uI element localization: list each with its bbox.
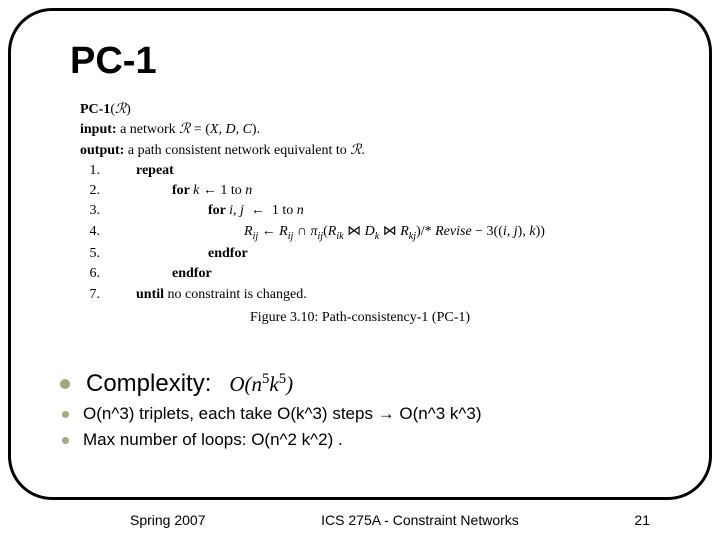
- input-label: input:: [80, 122, 117, 137]
- line-num: 1.: [80, 161, 100, 181]
- bullet-icon: [62, 437, 69, 444]
- algo-line-1: 1. repeat: [80, 161, 640, 181]
- line-num: 4.: [80, 222, 100, 244]
- slide-title: PC-1: [70, 40, 157, 83]
- line-num: 2.: [80, 181, 100, 201]
- bullet-icon: [62, 411, 69, 418]
- bullet-list: Complexity: O(n5k5) O(n^3) triplets, eac…: [60, 370, 660, 456]
- line-num: 3.: [80, 201, 100, 221]
- exp: 5: [279, 371, 286, 387]
- footer-left: Spring 2007: [130, 512, 206, 528]
- slide: PC-1 PC-1(ℛ) input: a network ℛ = (X, D,…: [0, 0, 720, 540]
- k: k: [269, 372, 278, 396]
- for-kw: for: [172, 183, 193, 198]
- slide-footer: Spring 2007 ICS 275A - Constraint Networ…: [0, 512, 720, 528]
- algo-line-7: 7. until no constraint is changed.: [80, 285, 640, 305]
- line-num: 5.: [80, 244, 100, 264]
- line-num: 7.: [80, 285, 100, 305]
- complexity-label: Complexity:: [86, 370, 211, 398]
- O: O: [229, 372, 244, 396]
- bullet-icon: [60, 379, 70, 389]
- algorithm-block: PC-1(ℛ) input: a network ℛ = (X, D, C). …: [80, 100, 640, 305]
- line-num: 6.: [80, 264, 100, 284]
- until-kw: until: [136, 287, 168, 302]
- open: (: [245, 372, 252, 396]
- bullet-maxloops: Max number of loops: O(n^2 k^2) .: [60, 430, 660, 450]
- algo-output: output: a path consistent network equiva…: [80, 141, 640, 161]
- line-text: repeat: [108, 161, 174, 181]
- bullet-text: Max number of loops: O(n^2 k^2) .: [83, 430, 343, 450]
- line-text: until no constraint is changed.: [108, 285, 307, 305]
- algo-line-6: 6. endfor: [80, 264, 640, 284]
- t-a: O(n^3) triplets, each take O(k^3) steps: [83, 404, 378, 423]
- footer-center: ICS 275A - Constraint Networks: [321, 512, 519, 528]
- output-label: output:: [80, 143, 124, 158]
- input-text: a network ℛ = (X, D, C).: [117, 122, 261, 137]
- algo-line-3: 3. for i, j ← 1 to n: [80, 201, 640, 221]
- arrow-icon: →: [378, 404, 395, 423]
- line-text: endfor: [108, 264, 212, 284]
- output-text: a path consistent network equivalent to …: [124, 143, 365, 158]
- line-formula: Rij ← Rij ∩ πij(Rik ⋈ Dk ⋈ Rkj)/* Revise…: [108, 222, 545, 244]
- bullet-triplets: O(n^3) triplets, each take O(k^3) steps …: [60, 404, 660, 424]
- bullet-complexity: Complexity: O(n5k5): [60, 370, 660, 398]
- t-b: O(n^3 k^3): [395, 404, 482, 423]
- bullet-text: O(n^3) triplets, each take O(k^3) steps …: [83, 404, 481, 424]
- n: n: [252, 372, 263, 396]
- line-text: endfor: [108, 244, 248, 264]
- for-kw: for: [208, 203, 229, 218]
- close: ): [286, 372, 293, 396]
- line-text: for i, j ← 1 to n: [108, 201, 304, 221]
- until-text: no constraint is changed.: [168, 287, 307, 302]
- complexity-formula: O(n5k5): [229, 371, 293, 397]
- algo-line-4: 4. Rij ← Rij ∩ πij(Rik ⋈ Dk ⋈ Rkj)/* Rev…: [80, 222, 640, 244]
- algo-line-5: 5. endfor: [80, 244, 640, 264]
- footer-right: 21: [634, 512, 650, 528]
- algo-name: PC-1(ℛ): [80, 100, 640, 120]
- algo-input: input: a network ℛ = (X, D, C).: [80, 120, 640, 140]
- line-text: for k ← 1 to n: [108, 181, 252, 201]
- algo-line-2: 2. for k ← 1 to n: [80, 181, 640, 201]
- figure-caption: Figure 3.10: Path-consistency-1 (PC-1): [0, 310, 720, 326]
